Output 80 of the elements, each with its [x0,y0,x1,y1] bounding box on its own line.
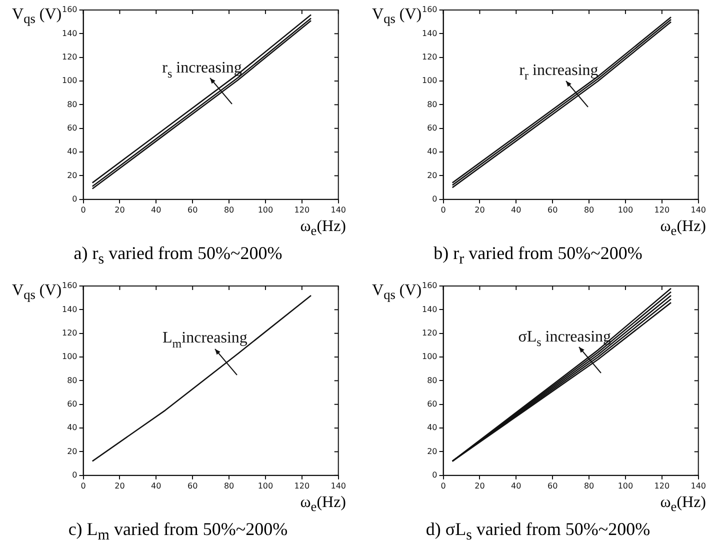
y-tick-label: 100 [422,76,438,86]
x-tick-label: 60 [548,481,558,490]
y-tick-label: 0 [72,470,78,480]
x-axis-title: ω$_{e}$(Hz) [300,494,346,516]
x-tick-label: 120 [654,205,670,214]
y-tick-label: 60 [427,399,438,408]
x-tick-label: 80 [224,481,234,490]
x-axis-title: ω$_{e}$(Hz) [660,218,706,240]
y-tick-label: 20 [67,446,78,456]
x-tick-label: 140 [690,205,706,214]
x-tick-label: 120 [294,481,310,490]
y-tick-label: 60 [67,399,78,408]
y-tick-label: 120 [422,328,438,338]
y-tick-label: 120 [62,328,78,338]
x-tick-label: 60 [188,205,198,214]
x-tick-label: 80 [224,205,234,214]
x-tick-label: 60 [548,205,558,214]
y-tick-label: 160 [422,5,438,14]
x-tick-label: 140 [690,481,706,490]
y-tick-label: 140 [422,28,438,38]
text: c) L$_{m}$ varied from 50%~200% [67,519,289,545]
y-tick-label: 100 [422,352,438,362]
y-tick-label: 140 [422,304,438,314]
text: d) σL$_{s}$ varied from 50%~200% [424,519,652,545]
y-tick-label: 100 [62,76,78,86]
text: a) r$_{s}$ varied from 50%~200% [72,243,284,269]
y-tick-label: 80 [67,100,78,109]
x-tick-label: 20 [474,481,485,490]
y-axis-title: V$_{qs}$ (V) [12,282,62,304]
x-tick-label: 0 [80,481,86,490]
x-tick-label: 0 [440,205,446,214]
x-tick-label: 40 [151,481,162,490]
x-tick-label: 100 [258,481,274,490]
y-tick-label: 80 [427,376,438,385]
y-axis-title: V$_{qs}$ (V) [12,6,62,28]
y-tick-label: 80 [427,100,438,109]
x-tick-label: 0 [80,205,86,214]
y-tick-label: 80 [67,376,78,385]
y-tick-label: 0 [432,194,438,204]
y-tick-label: 140 [62,304,78,314]
y-tick-label: 20 [427,170,438,180]
text: b) r$_{r}$ varied from 50%~200% [432,243,644,269]
x-tick-label: 80 [584,205,594,214]
x-tick-label: 140 [330,481,346,490]
x-tick-label: 100 [258,205,274,214]
y-axis-title: V$_{qs}$ (V) [372,282,422,304]
y-tick-label: 0 [72,194,78,204]
x-axis-title: ω$_{e}$(Hz) [300,218,346,240]
x-tick-label: 20 [114,481,125,490]
x-tick-label: 120 [294,205,310,214]
y-axis-title: V$_{qs}$ (V) [372,6,422,28]
y-tick-label: 0 [432,470,438,480]
y-tick-label: 120 [62,52,78,62]
x-tick-label: 80 [584,481,594,490]
y-tick-label: 40 [427,147,438,156]
x-tick-label: 60 [188,481,198,490]
x-tick-label: 100 [618,481,634,490]
x-tick-label: 40 [511,481,522,490]
y-tick-label: 60 [427,123,438,132]
x-tick-label: 20 [114,205,125,214]
y-tick-label: 20 [67,170,78,180]
x-tick-label: 100 [618,205,634,214]
x-tick-label: 140 [330,205,346,214]
y-tick-label: 140 [62,28,78,38]
y-tick-label: 40 [67,423,78,432]
x-tick-label: 20 [474,205,485,214]
x-tick-label: 40 [511,205,522,214]
y-tick-label: 120 [422,52,438,62]
x-tick-label: 40 [151,205,162,214]
y-tick-label: 100 [62,352,78,362]
x-tick-label: 0 [440,481,446,490]
x-axis-title: ω$_{e}$(Hz) [660,494,706,516]
y-tick-label: 40 [67,147,78,156]
y-tick-label: 160 [62,281,78,290]
y-tick-label: 20 [427,446,438,456]
y-tick-label: 40 [427,423,438,432]
y-tick-label: 160 [62,5,78,14]
x-tick-label: 120 [654,481,670,490]
y-tick-label: 160 [422,281,438,290]
y-tick-label: 60 [67,123,78,132]
